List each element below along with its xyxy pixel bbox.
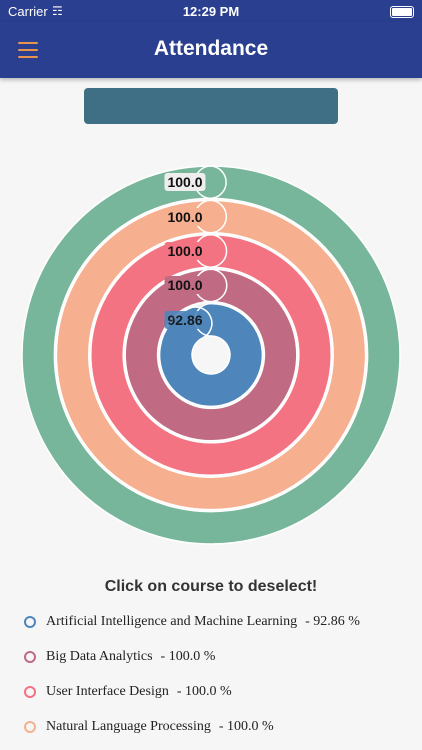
- app-header: Attendance: [0, 22, 422, 78]
- battery-icon: [390, 6, 414, 18]
- wifi-icon: ☶: [52, 4, 63, 18]
- legend-course-name: Natural Language Processing: [46, 718, 211, 734]
- ring-value-label: 100.0: [164, 276, 206, 295]
- ring-arc: [21, 165, 401, 545]
- legend-course-name: Big Data Analytics: [46, 648, 153, 664]
- legend-percent: - 100.0 %: [176, 683, 232, 699]
- ring-arc: [55, 199, 367, 511]
- ring-arc: [90, 234, 332, 476]
- status-bar: Carrier ☶ 12:29 PM: [0, 0, 422, 22]
- legend-course-name: Artificial Intelligence and Machine Lear…: [46, 613, 298, 629]
- ring-value-label: 100.0: [164, 207, 206, 226]
- legend-percent: - 100.0 %: [218, 718, 274, 734]
- legend-course-name: User Interface Design: [46, 683, 169, 699]
- legend-item-ui-design[interactable]: User Interface Design - 100.0 %: [22, 674, 422, 709]
- ring-arc: [124, 268, 298, 442]
- attendance-radial-chart: [21, 165, 401, 545]
- ring-value-label: 92.86: [164, 310, 206, 329]
- menu-icon[interactable]: [18, 42, 38, 58]
- legend-dot-icon: [24, 720, 36, 733]
- legend-item-nlp[interactable]: Natural Language Processing - 100.0 %: [22, 709, 422, 744]
- ring-value-label: 100.0: [164, 173, 206, 192]
- ring-value-label: 100.0: [164, 242, 206, 260]
- page-title: Attendance: [153, 37, 269, 60]
- banner-bar: [84, 88, 338, 124]
- carrier-label: Carrier: [8, 4, 48, 19]
- legend-item-big-data[interactable]: Big Data Analytics - 100.0 %: [22, 639, 422, 674]
- legend-percent: - 100.0 %: [160, 648, 216, 664]
- ring-arc: [158, 302, 264, 408]
- instruction-text: Click on course to deselect!: [104, 578, 318, 595]
- course-legend: Artificial Intelligence and Machine Lear…: [22, 604, 422, 744]
- legend-dot-icon: [24, 615, 36, 628]
- legend-item-ai-ml[interactable]: Artificial Intelligence and Machine Lear…: [22, 604, 422, 639]
- legend-percent: - 92.86 %: [305, 613, 360, 629]
- clock: 12:29 PM: [182, 4, 240, 19]
- legend-dot-icon: [24, 650, 36, 663]
- legend-dot-icon: [24, 685, 36, 698]
